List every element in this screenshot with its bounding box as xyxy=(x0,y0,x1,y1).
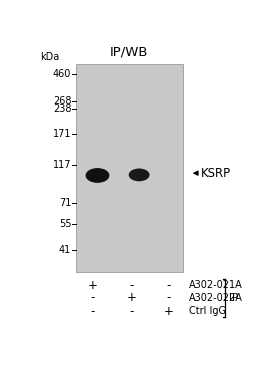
Text: KSRP: KSRP xyxy=(201,166,231,180)
Text: kDa: kDa xyxy=(40,52,59,62)
Text: -: - xyxy=(129,305,133,318)
Text: -: - xyxy=(90,292,95,305)
Text: Ctrl IgG: Ctrl IgG xyxy=(189,306,226,316)
Text: -: - xyxy=(167,279,171,292)
Text: 460: 460 xyxy=(53,69,71,79)
Text: -: - xyxy=(167,292,171,305)
Text: 171: 171 xyxy=(53,129,71,139)
Ellipse shape xyxy=(86,168,109,183)
Text: A302-022A: A302-022A xyxy=(189,293,243,303)
Text: +: + xyxy=(164,305,174,318)
Ellipse shape xyxy=(129,168,150,181)
Text: +: + xyxy=(88,279,98,292)
Text: 238: 238 xyxy=(53,104,71,114)
Text: IP: IP xyxy=(229,293,238,303)
Text: 41: 41 xyxy=(59,245,71,255)
Text: IP/WB: IP/WB xyxy=(110,45,148,58)
Text: A302-021A: A302-021A xyxy=(189,280,242,290)
Text: -: - xyxy=(129,279,133,292)
Text: 268: 268 xyxy=(53,96,71,107)
Text: +: + xyxy=(126,292,136,305)
Text: 55: 55 xyxy=(59,219,71,229)
Text: -: - xyxy=(90,305,95,318)
Text: 117: 117 xyxy=(53,161,71,171)
Text: 71: 71 xyxy=(59,198,71,208)
Bar xyxy=(76,64,183,272)
